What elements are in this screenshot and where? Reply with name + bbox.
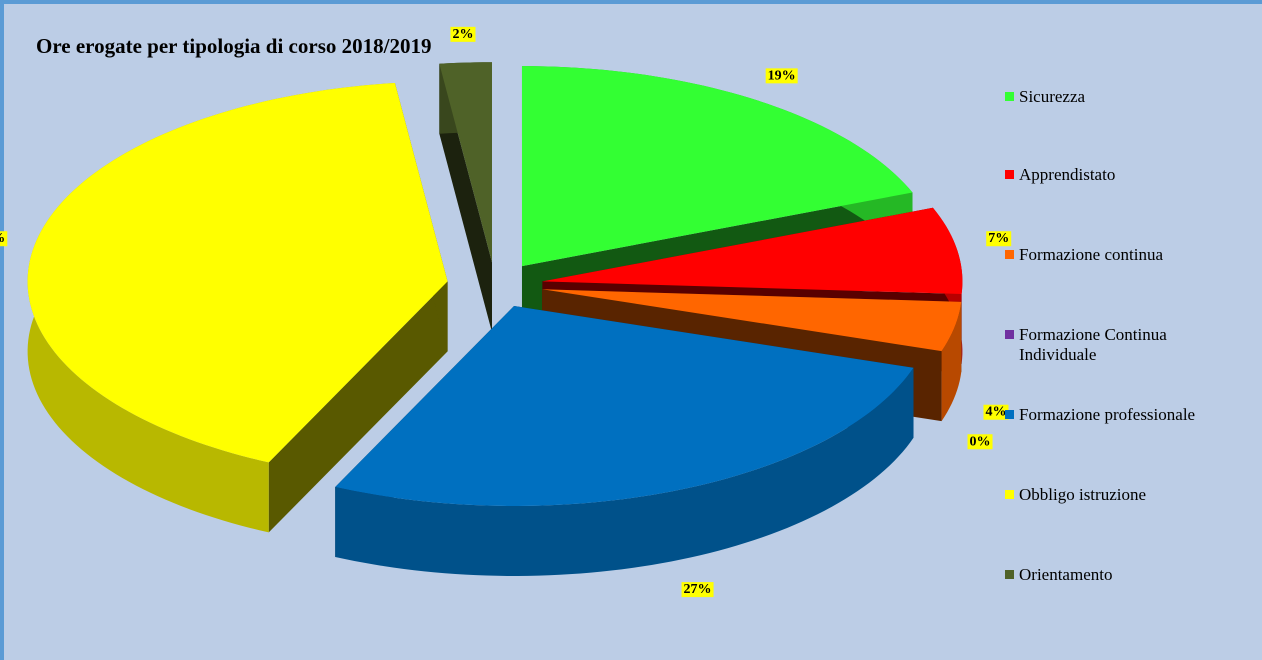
chart-title: Ore erogate per tipologia di corso 2018/… bbox=[36, 34, 431, 58]
legend-swatch bbox=[1005, 170, 1014, 179]
data-label: 41% bbox=[0, 231, 5, 246]
data-label-bg bbox=[681, 582, 714, 598]
data-label: 2% bbox=[452, 27, 473, 42]
slice-wall bbox=[335, 367, 914, 576]
legend-item: Obbligo istruzione bbox=[1005, 485, 1230, 505]
slice-top bbox=[439, 62, 492, 263]
data-label-bg bbox=[967, 434, 993, 450]
pie-slice bbox=[439, 62, 492, 333]
legend-swatch bbox=[1005, 250, 1014, 259]
slice-wall bbox=[941, 301, 962, 422]
data-label-bg bbox=[765, 68, 798, 84]
legend-label: Obbligo istruzione bbox=[1019, 485, 1147, 504]
pie-slice bbox=[335, 305, 914, 576]
data-label-bg bbox=[450, 26, 476, 42]
legend-item: Formazione Continua Individuale bbox=[1005, 325, 1230, 365]
data-label-bg bbox=[983, 404, 1009, 420]
slice-top bbox=[27, 83, 448, 463]
legend-swatch bbox=[1005, 410, 1014, 419]
slice-top bbox=[542, 207, 963, 294]
data-label: 4% bbox=[985, 405, 1006, 420]
legend-item: Sicurezza bbox=[1005, 87, 1230, 107]
data-label-bg bbox=[0, 231, 8, 247]
legend-item: Apprendistato bbox=[1005, 165, 1230, 185]
legend-item: Formazione continua bbox=[1005, 245, 1230, 265]
legend-swatch bbox=[1005, 570, 1014, 579]
pie-slice bbox=[27, 83, 448, 533]
legend-label: Sicurezza bbox=[1019, 87, 1086, 106]
data-label: 27% bbox=[684, 582, 712, 597]
legend-label: Formazione Continua Individuale bbox=[1019, 325, 1167, 364]
legend-label: Formazione continua bbox=[1019, 245, 1163, 264]
legend-swatch bbox=[1005, 92, 1014, 101]
legend-swatch bbox=[1005, 490, 1014, 499]
legend-label: Formazione professionale bbox=[1019, 405, 1196, 424]
slice-top bbox=[335, 305, 914, 506]
slice-top bbox=[542, 289, 962, 352]
legend-item: Orientamento bbox=[1005, 565, 1230, 585]
legend-label: Orientamento bbox=[1019, 565, 1113, 584]
data-label: 19% bbox=[768, 68, 796, 83]
slice-top bbox=[521, 66, 913, 267]
data-label-bg bbox=[986, 231, 1012, 247]
data-label: 0% bbox=[970, 434, 991, 449]
data-label: 7% bbox=[988, 231, 1009, 246]
legend-label: Apprendistato bbox=[1019, 165, 1116, 184]
legend-item: Formazione professionale bbox=[1005, 405, 1230, 425]
legend-swatch bbox=[1005, 330, 1014, 339]
slice-side bbox=[268, 281, 448, 533]
